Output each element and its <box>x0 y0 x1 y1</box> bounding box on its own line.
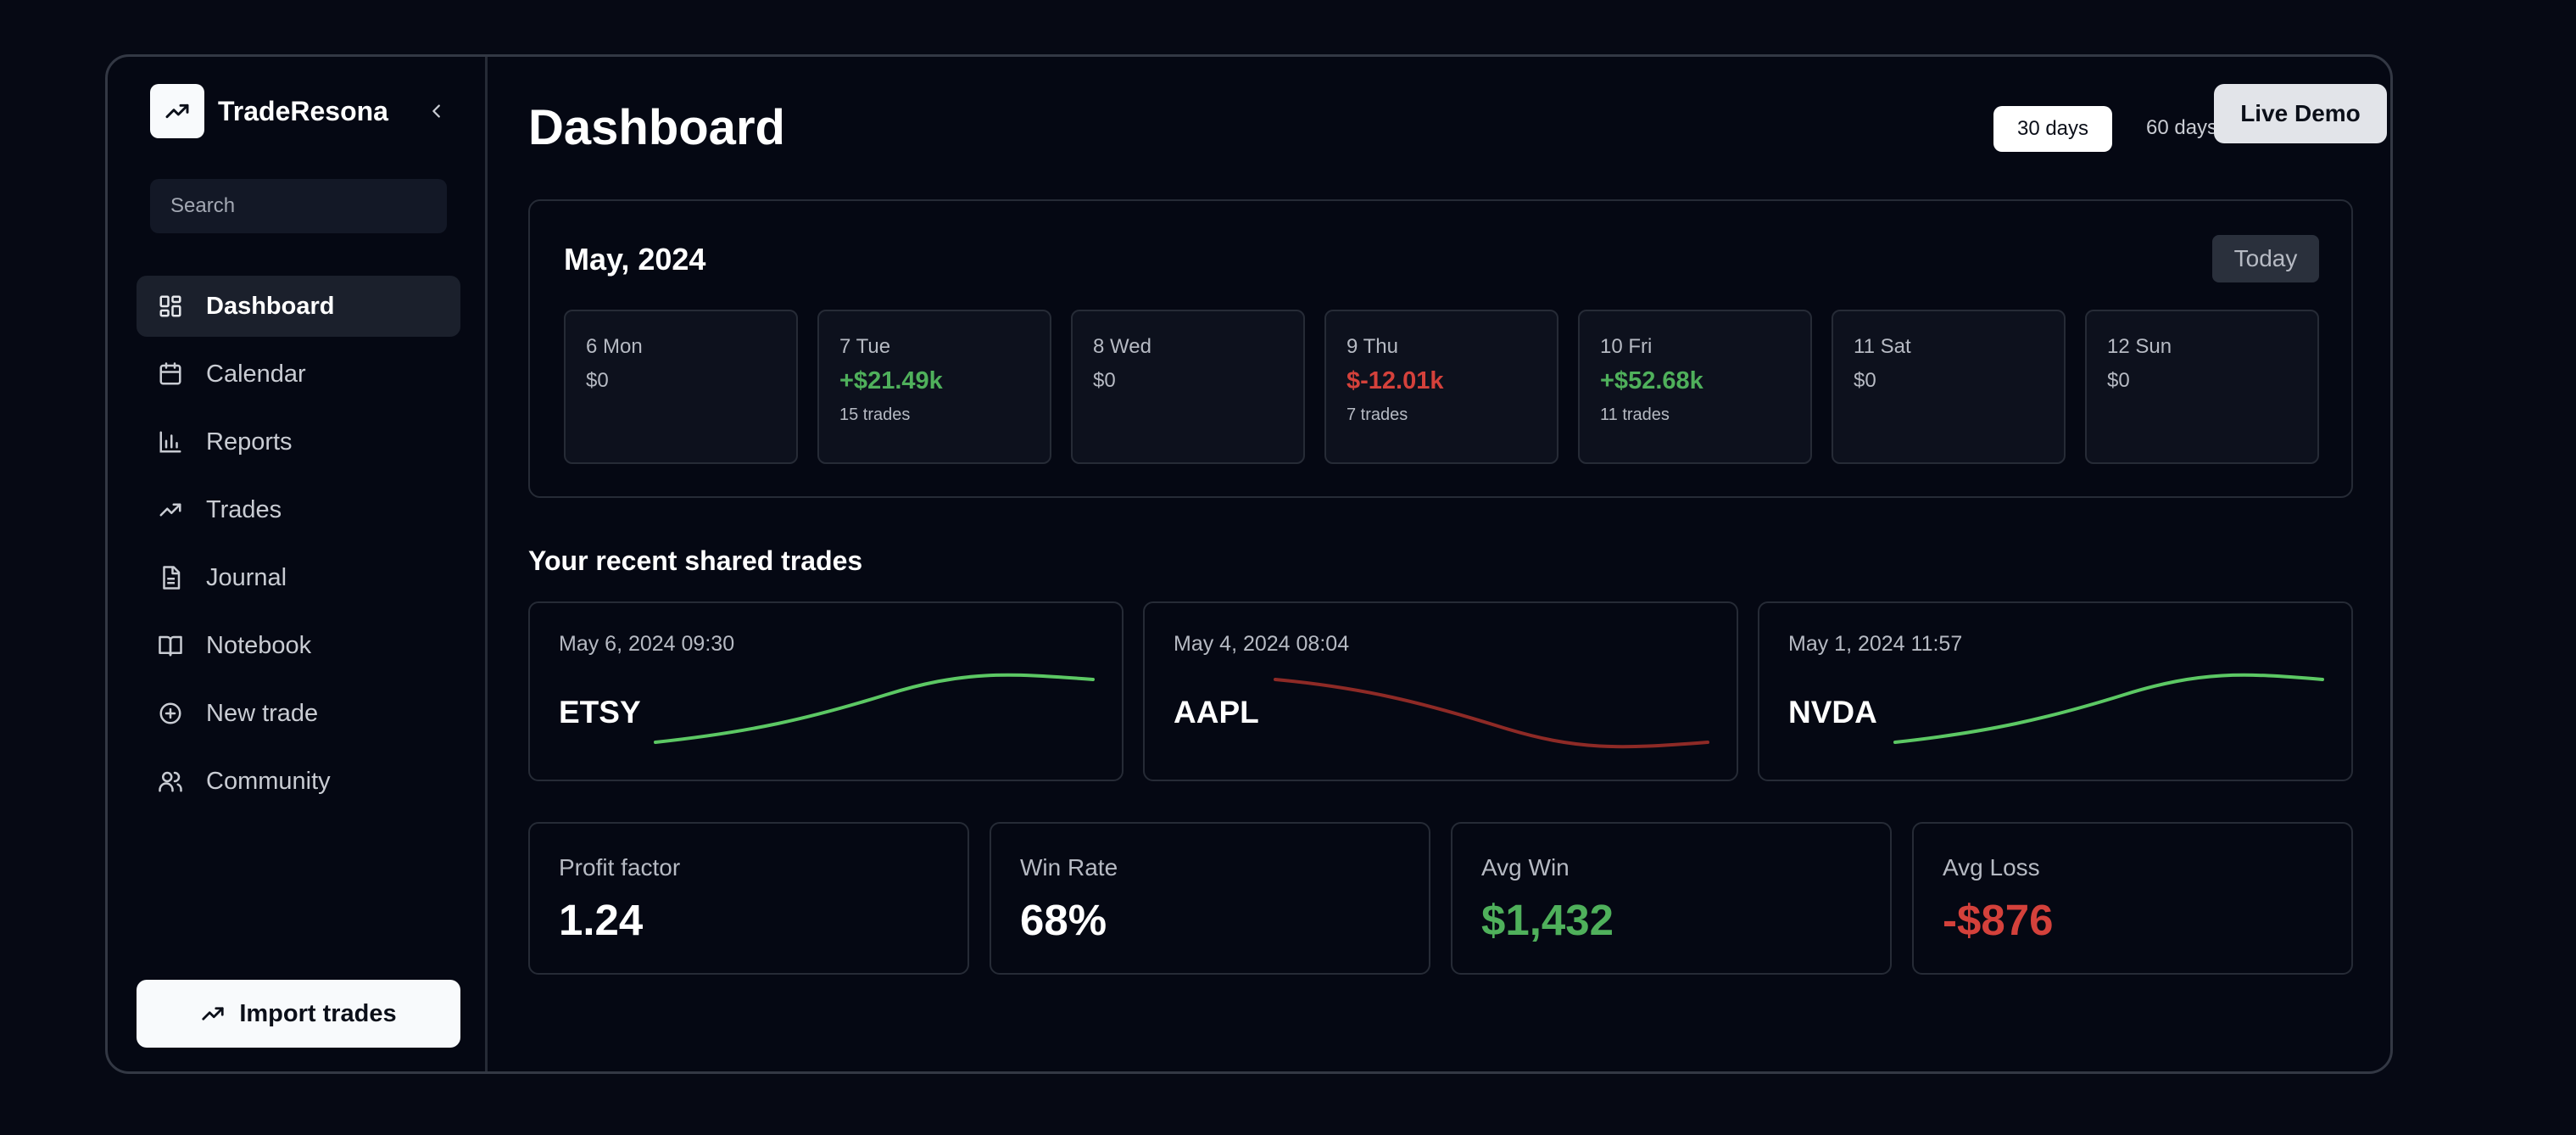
calendar-days: 6 Mon $0 7 Tue +$21.49k 15 trades 8 Wed … <box>564 310 2321 464</box>
stat-value: -$876 <box>1943 896 2054 944</box>
day-pnl: +$52.68k <box>1600 367 1703 394</box>
sidebar-nav: Dashboard Calendar Reports Trades <box>137 276 460 819</box>
sidebar-item-label: Reports <box>206 428 293 456</box>
day-label: 6 Mon <box>586 335 643 358</box>
app-window: TradeResona Search Dashboard Calendar <box>105 54 2393 1074</box>
brand[interactable]: TradeResona <box>150 84 388 138</box>
trend-up-icon <box>200 1001 226 1026</box>
day-trade-count: 11 trades <box>1600 405 1670 424</box>
day-label: 7 Tue <box>839 335 891 358</box>
sparkline-down <box>1274 678 1709 749</box>
day-pnl: $0 <box>1093 369 1116 392</box>
search-input[interactable]: Search <box>150 179 447 233</box>
sidebar-item-notebook[interactable]: Notebook <box>137 615 460 676</box>
users-icon <box>157 768 184 795</box>
chevron-left-icon <box>432 104 440 118</box>
calendar-week-panel: May, 2024 Today 6 Mon $0 7 Tue +$21.49k … <box>528 199 2353 498</box>
sidebar-item-label: Notebook <box>206 631 312 659</box>
day-label: 11 Sat <box>1854 335 1911 358</box>
logo-trend-icon <box>150 84 204 138</box>
sidebar-item-label: Journal <box>206 563 287 591</box>
stat-card-win-rate: Win Rate 68% <box>990 822 1430 975</box>
sidebar: TradeResona Search Dashboard Calendar <box>108 57 488 1071</box>
sidebar-item-label: New trade <box>206 699 319 727</box>
day-pnl: +$21.49k <box>839 367 943 394</box>
day-label: 12 Sun <box>2107 335 2172 358</box>
stat-card-avg-loss: Avg Loss -$876 <box>1912 822 2353 975</box>
calendar-day[interactable]: 11 Sat $0 <box>1832 310 2066 464</box>
day-trade-count: 7 trades <box>1347 405 1408 424</box>
sidebar-item-label: Community <box>206 767 331 795</box>
calendar-icon <box>157 361 184 388</box>
import-trades-button[interactable]: Import trades <box>137 980 460 1048</box>
stat-label: Avg Win <box>1481 854 1570 881</box>
shared-trade-card[interactable]: May 4, 2024 08:04 AAPL <box>1143 601 1738 781</box>
sidebar-item-reports[interactable]: Reports <box>137 411 460 472</box>
trade-date: May 4, 2024 08:04 <box>1174 632 1350 656</box>
day-label: 8 Wed <box>1093 335 1151 358</box>
trend-up-icon <box>157 496 184 523</box>
sidebar-item-label: Calendar <box>206 360 306 388</box>
import-trades-label: Import trades <box>239 999 397 1027</box>
plus-circle-icon <box>157 700 184 727</box>
sidebar-item-calendar[interactable]: Calendar <box>137 344 460 405</box>
calendar-day[interactable]: 8 Wed $0 <box>1071 310 1305 464</box>
stat-card-profit-factor: Profit factor 1.24 <box>528 822 969 975</box>
recent-trades-title: Your recent shared trades <box>528 545 863 576</box>
calendar-day[interactable]: 10 Fri +$52.68k 11 trades <box>1578 310 1812 464</box>
trade-symbol: NVDA <box>1788 695 1877 730</box>
day-pnl: $0 <box>586 369 609 392</box>
sparkline-up <box>654 673 1095 744</box>
stat-value: $1,432 <box>1481 896 1614 944</box>
page-title: Dashboard <box>528 100 785 155</box>
document-icon <box>157 564 184 591</box>
sidebar-item-label: Trades <box>206 495 282 523</box>
sidebar-item-dashboard[interactable]: Dashboard <box>137 276 460 337</box>
live-demo-button[interactable]: Live Demo <box>2214 84 2387 143</box>
day-pnl: $0 <box>2107 369 2130 392</box>
sidebar-item-community[interactable]: Community <box>137 751 460 812</box>
stat-card-avg-win: Avg Win $1,432 <box>1451 822 1892 975</box>
brand-name: TradeResona <box>218 95 388 126</box>
day-pnl: $-12.01k <box>1347 367 1444 394</box>
range-60-days-button[interactable]: 60 days <box>2146 116 2218 139</box>
stat-label: Profit factor <box>559 854 681 881</box>
stat-value: 1.24 <box>559 896 644 944</box>
trade-date: May 6, 2024 09:30 <box>559 632 735 656</box>
bar-chart-icon <box>157 428 184 456</box>
main-content: Dashboard 30 days 60 days Live Demo May,… <box>488 57 2390 1071</box>
dashboard-icon <box>157 293 184 320</box>
sidebar-item-label: Dashboard <box>206 292 335 320</box>
calendar-day[interactable]: 9 Thu $-12.01k 7 trades <box>1324 310 1558 464</box>
today-button[interactable]: Today <box>2212 235 2319 282</box>
collapse-sidebar-button[interactable] <box>420 94 454 128</box>
sidebar-item-new-trade[interactable]: New trade <box>137 683 460 744</box>
calendar-month-title: May, 2024 <box>564 242 706 277</box>
sidebar-item-journal[interactable]: Journal <box>137 547 460 608</box>
day-label: 9 Thu <box>1347 335 1398 358</box>
calendar-day[interactable]: 6 Mon $0 <box>564 310 798 464</box>
trade-date: May 1, 2024 11:57 <box>1788 632 1963 656</box>
day-label: 10 Fri <box>1600 335 1653 358</box>
shared-trade-card[interactable]: May 6, 2024 09:30 ETSY <box>528 601 1124 781</box>
calendar-day[interactable]: 12 Sun $0 <box>2085 310 2319 464</box>
book-icon <box>157 632 184 659</box>
calendar-day[interactable]: 7 Tue +$21.49k 15 trades <box>817 310 1051 464</box>
day-pnl: $0 <box>1854 369 1876 392</box>
stat-label: Avg Loss <box>1943 854 2040 881</box>
stat-label: Win Rate <box>1020 854 1118 881</box>
stat-value: 68% <box>1020 896 1107 944</box>
trade-symbol: ETSY <box>559 695 641 730</box>
trade-symbol: AAPL <box>1174 695 1259 730</box>
sparkline-up <box>1893 673 2324 744</box>
range-30-days-button[interactable]: 30 days <box>1993 106 2112 152</box>
day-trade-count: 15 trades <box>839 405 911 424</box>
shared-trade-card[interactable]: May 1, 2024 11:57 NVDA <box>1758 601 2353 781</box>
sidebar-item-trades[interactable]: Trades <box>137 479 460 540</box>
